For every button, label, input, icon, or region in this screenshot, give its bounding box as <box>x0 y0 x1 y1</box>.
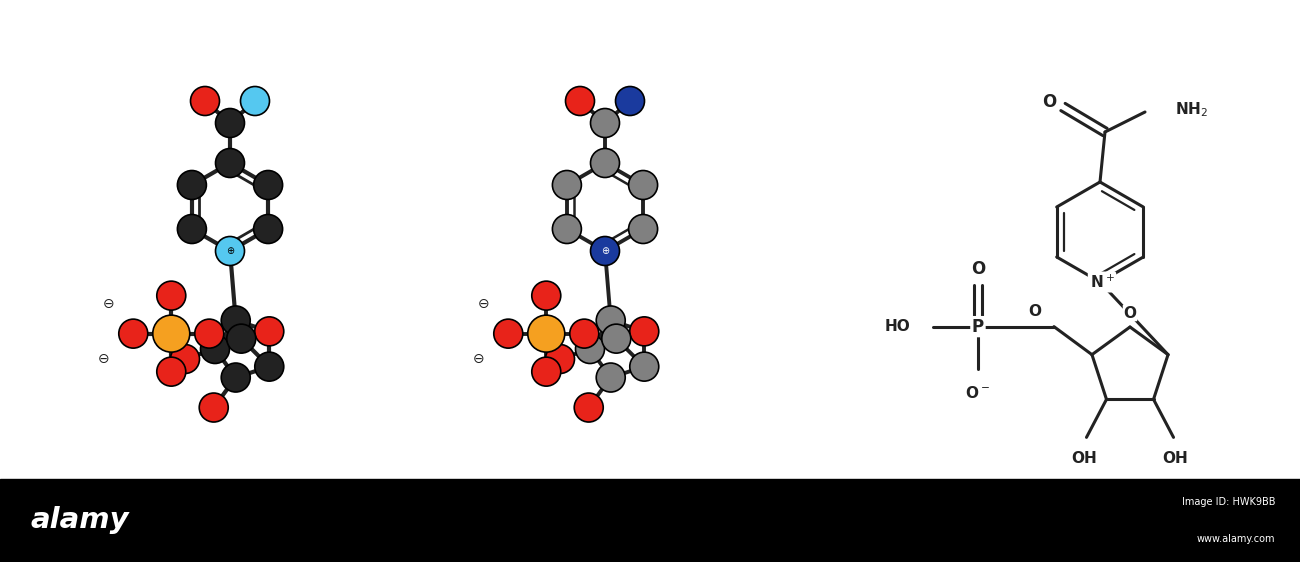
Circle shape <box>532 357 560 386</box>
Circle shape <box>216 148 244 178</box>
Circle shape <box>615 87 645 116</box>
Text: ⊕: ⊕ <box>226 246 234 256</box>
Circle shape <box>200 334 230 364</box>
Circle shape <box>153 315 190 352</box>
Circle shape <box>575 393 603 422</box>
Text: Image ID: HWK9BB: Image ID: HWK9BB <box>1182 497 1275 507</box>
Bar <box>0 479 1300 562</box>
Circle shape <box>221 363 250 392</box>
Text: OH: OH <box>1071 451 1097 466</box>
Circle shape <box>157 357 186 386</box>
Circle shape <box>216 237 244 265</box>
Circle shape <box>590 108 620 138</box>
Text: O$^-$: O$^-$ <box>966 384 991 401</box>
Text: O: O <box>1028 304 1041 319</box>
Circle shape <box>216 108 244 138</box>
Circle shape <box>199 393 229 422</box>
Circle shape <box>597 306 625 335</box>
Circle shape <box>255 352 283 381</box>
Circle shape <box>590 148 620 178</box>
Text: ⊖: ⊖ <box>477 297 489 311</box>
Text: P: P <box>972 318 984 336</box>
Circle shape <box>254 170 282 200</box>
Circle shape <box>157 281 186 310</box>
Text: OH: OH <box>1162 451 1188 466</box>
Text: ⊕: ⊕ <box>601 246 610 256</box>
Circle shape <box>221 306 250 335</box>
Circle shape <box>177 170 207 200</box>
Circle shape <box>255 317 283 346</box>
Text: O: O <box>1041 93 1056 111</box>
Circle shape <box>552 170 581 200</box>
Circle shape <box>195 319 224 348</box>
Circle shape <box>629 317 659 346</box>
Circle shape <box>552 215 581 243</box>
Circle shape <box>590 237 620 265</box>
Text: N$^+$: N$^+$ <box>1089 273 1114 291</box>
Circle shape <box>191 87 220 116</box>
Circle shape <box>629 352 659 381</box>
Circle shape <box>254 215 282 243</box>
Circle shape <box>494 319 523 348</box>
Circle shape <box>566 87 594 116</box>
Text: alamy: alamy <box>30 506 129 534</box>
Circle shape <box>629 170 658 200</box>
Text: O: O <box>971 260 985 278</box>
Circle shape <box>576 334 604 364</box>
Circle shape <box>602 324 630 353</box>
Circle shape <box>569 319 599 348</box>
Text: ⊖: ⊖ <box>98 352 109 366</box>
Circle shape <box>528 315 564 352</box>
Circle shape <box>532 281 560 310</box>
Text: HO: HO <box>885 319 911 334</box>
Circle shape <box>226 324 256 353</box>
Circle shape <box>629 215 658 243</box>
Circle shape <box>177 215 207 243</box>
Circle shape <box>597 363 625 392</box>
Circle shape <box>170 345 199 374</box>
Text: ⊖: ⊖ <box>472 352 484 366</box>
Circle shape <box>240 87 269 116</box>
Text: www.alamy.com: www.alamy.com <box>1196 534 1275 543</box>
Circle shape <box>546 345 575 374</box>
Text: ⊖: ⊖ <box>103 297 114 311</box>
Text: O: O <box>1123 306 1136 320</box>
Text: NH$_2$: NH$_2$ <box>1175 101 1208 119</box>
Circle shape <box>118 319 148 348</box>
